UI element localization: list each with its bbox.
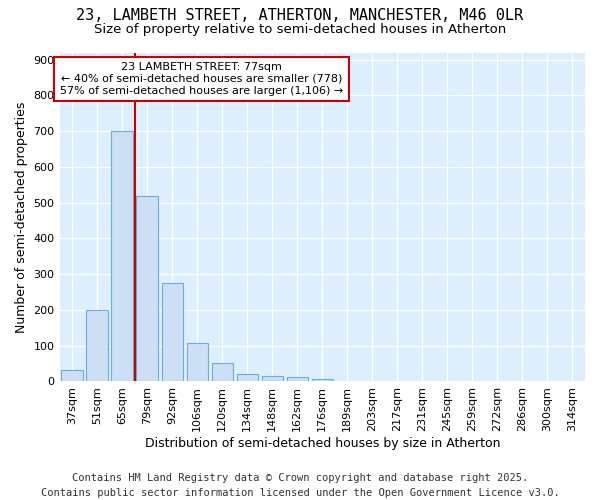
Bar (287, 377, 308, 382)
Text: 23, LAMBETH STREET, ATHERTON, MANCHESTER, M46 0LR: 23, LAMBETH STREET, ATHERTON, MANCHESTER… (76, 8, 524, 22)
Bar (136, 196, 158, 382)
Text: 23 LAMBETH STREET: 77sqm  
← 40% of semi-detached houses are smaller (778)
57% o: 23 LAMBETH STREET: 77sqm ← 40% of semi-d… (60, 62, 343, 96)
Bar (61, 370, 83, 382)
Y-axis label: Number of semi-detached properties: Number of semi-detached properties (15, 102, 28, 332)
Bar (311, 378, 333, 382)
X-axis label: Distribution of semi-detached houses by size in Atherton: Distribution of semi-detached houses by … (145, 437, 500, 450)
Text: Size of property relative to semi-detached houses in Atherton: Size of property relative to semi-detach… (94, 22, 506, 36)
Bar (161, 283, 183, 382)
Bar (187, 343, 208, 382)
Bar (212, 363, 233, 382)
Bar (236, 374, 258, 382)
Text: Contains HM Land Registry data © Crown copyright and database right 2025.
Contai: Contains HM Land Registry data © Crown c… (41, 472, 559, 498)
Bar (112, 131, 133, 382)
Bar (86, 310, 108, 382)
Bar (262, 376, 283, 382)
